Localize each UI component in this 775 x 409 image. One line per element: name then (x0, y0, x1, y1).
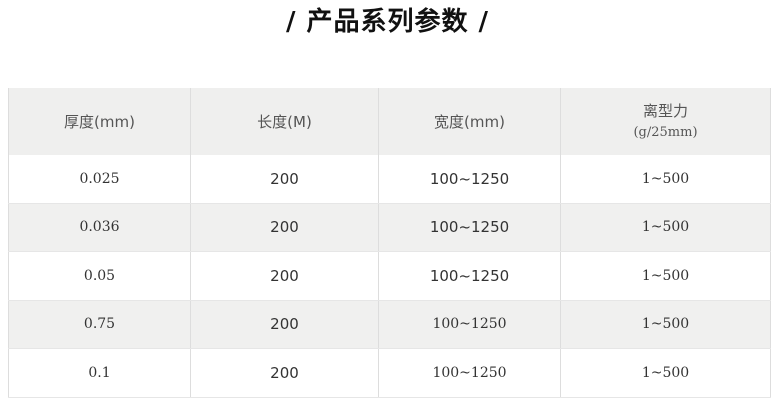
product-parameters-table: 厚度(mm) 长度(M) 宽度(mm) 离型力 (g/25mm) 0.025 20… (8, 88, 771, 398)
header-thickness: 厚度(mm) (8, 88, 191, 155)
table-row: 0.75 200 100~1250 1~500 (8, 300, 771, 349)
table-row: 0.05 200 100~1250 1~500 (8, 251, 771, 301)
cell-release-force: 1~500 (560, 251, 771, 301)
cell-thickness: 0.05 (8, 251, 191, 301)
cell-release-force: 1~500 (560, 300, 771, 349)
page-title: / 产品系列参数 / (285, 7, 490, 37)
cell-width: 100~1250 (378, 300, 561, 349)
cell-length: 200 (190, 203, 379, 252)
header-length: 长度(M) (190, 88, 379, 155)
header-width: 宽度(mm) (378, 88, 561, 155)
cell-length: 200 (190, 348, 379, 398)
cell-thickness: 0.036 (8, 203, 191, 252)
header-release-force: 离型力 (g/25mm) (560, 88, 771, 155)
cell-length: 200 (190, 155, 379, 204)
table-row: 0.025 200 100~1250 1~500 (8, 155, 771, 204)
cell-width: 100~1250 (378, 155, 561, 204)
cell-width: 100~1250 (378, 348, 561, 398)
cell-release-force: 1~500 (560, 155, 771, 204)
table-row: 0.1 200 100~1250 1~500 (8, 348, 771, 398)
cell-width: 100~1250 (378, 203, 561, 252)
cell-release-force: 1~500 (560, 203, 771, 252)
cell-thickness: 0.1 (8, 348, 191, 398)
cell-width: 100~1250 (378, 251, 561, 301)
cell-thickness: 0.025 (8, 155, 191, 204)
header-release-force-label: 离型力 (642, 101, 688, 120)
cell-release-force: 1~500 (560, 348, 771, 398)
table-row: 0.036 200 100~1250 1~500 (8, 203, 771, 252)
cell-length: 200 (190, 300, 379, 349)
header-release-force-unit: (g/25mm) (633, 124, 698, 140)
table-header-row: 厚度(mm) 长度(M) 宽度(mm) 离型力 (g/25mm) (8, 88, 771, 155)
cell-length: 200 (190, 251, 379, 301)
cell-thickness: 0.75 (8, 300, 191, 349)
